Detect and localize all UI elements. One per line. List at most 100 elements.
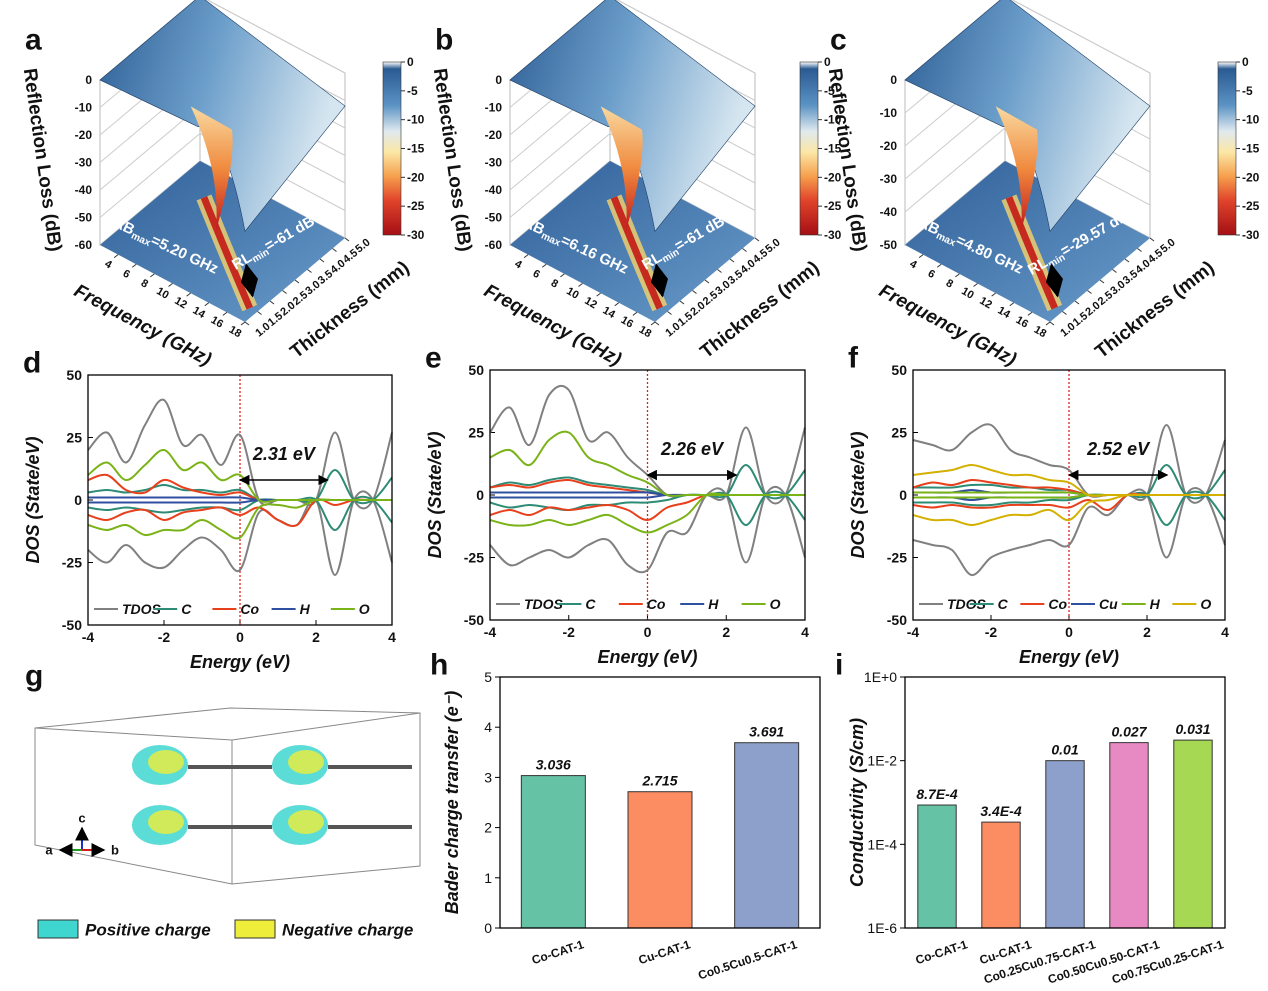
dos-line <box>489 492 805 534</box>
z-axis-title: Reflection Loss (dB) <box>429 67 476 253</box>
x-tick <box>1045 321 1051 326</box>
dos-line <box>489 490 806 527</box>
y-tick-label: 50 <box>468 362 484 378</box>
x-tick-label: 12 <box>977 295 994 312</box>
panel-letter: f <box>848 342 859 375</box>
x-tick <box>578 283 583 287</box>
y-tick-label: 1E-2 <box>867 753 897 769</box>
legend-label: TDOS <box>524 596 564 612</box>
panel-letter: e <box>425 342 442 375</box>
y-tick <box>654 321 660 326</box>
z-tick-label: -30 <box>75 156 93 170</box>
legend-swatch <box>37 919 79 939</box>
y-tick-label: 0 <box>74 492 82 508</box>
y-tick <box>717 269 722 273</box>
z-tick-label: -30 <box>485 156 503 170</box>
x-tick <box>632 311 638 316</box>
x-tick-label: Co0.75Cu0.25-CAT-1 <box>1110 937 1225 986</box>
panel-letter: g <box>25 660 43 693</box>
value-label: 0.027 <box>1111 724 1147 740</box>
y-axis-title: Thickness (mm) <box>287 257 414 363</box>
colorbar-tick-label: -15 <box>407 142 425 156</box>
x-tick-label: 14 <box>190 304 207 321</box>
x-tick-label: 4 <box>907 258 919 272</box>
z-tick-label: 0 <box>890 73 897 87</box>
x-tick <box>918 254 924 259</box>
legend-label: Positive charge <box>85 921 211 940</box>
plot-frame <box>489 369 806 621</box>
x-tick <box>222 311 228 316</box>
y-tick-label: 0 <box>899 487 907 503</box>
x-tick <box>560 273 565 278</box>
x-tick-label: Cu-CAT-1 <box>637 937 693 967</box>
y-tick <box>294 279 300 284</box>
x-tick-label: 18 <box>637 324 654 341</box>
z-tick-label: -10 <box>485 101 503 115</box>
y-tick <box>1124 258 1130 263</box>
dos-line <box>912 490 1226 527</box>
charge-blob <box>288 750 324 774</box>
x-axis-title: Energy (eV) <box>597 647 697 667</box>
x-tick-label: 16 <box>209 314 226 331</box>
y-tick <box>729 258 735 263</box>
x-tick-label: 10 <box>959 285 976 302</box>
z-tick-label: -40 <box>75 183 93 197</box>
x-tick-label: 2 <box>1143 624 1151 640</box>
y-tick-label: 1E+0 <box>864 669 897 685</box>
colorbar-tick-label: -10 <box>407 113 425 127</box>
y-axis-title: Thickness (mm) <box>697 257 824 363</box>
x-tick-label: 2 <box>722 624 730 640</box>
z-tick-label: -50 <box>880 238 898 252</box>
y-tick <box>319 258 325 263</box>
bar <box>981 821 1021 929</box>
z-tick-label: 0 <box>495 73 502 87</box>
y-tick-label: 2 <box>484 820 492 836</box>
x-tick-label: -2 <box>563 624 576 640</box>
dos-line <box>489 485 806 574</box>
x-tick-label: 0 <box>644 624 652 640</box>
colorbar-tick-label: -20 <box>407 170 425 184</box>
legend-label: Co <box>1048 596 1067 612</box>
gap-label: 2.31 eV <box>252 444 317 464</box>
legend-label: Negative charge <box>282 921 413 940</box>
x-tick <box>991 292 996 297</box>
y-tick <box>332 248 337 252</box>
y-tick-label: 25 <box>66 430 82 446</box>
colorbar-tick-label: -5 <box>1242 84 1253 98</box>
x-tick <box>113 254 119 259</box>
x-tick-label: 16 <box>1014 314 1031 331</box>
x-tick-label: 18 <box>227 324 244 341</box>
x-tick-label: -4 <box>82 629 95 645</box>
x-tick-label: 4 <box>801 624 809 640</box>
plot-frame <box>912 369 1226 621</box>
y-tick-label: 5 <box>484 669 492 685</box>
y-tick-label: -25 <box>887 550 907 566</box>
colorbar-tick-label: -25 <box>824 199 842 213</box>
panel-letter: i <box>835 649 843 682</box>
value-label: 3.036 <box>536 757 571 773</box>
dos-line <box>87 498 392 528</box>
funnel <box>995 106 1038 232</box>
x-tick <box>240 321 246 326</box>
x-axis-title: Energy (eV) <box>190 652 290 672</box>
x-tick-label: Co-CAT-1 <box>914 937 970 967</box>
x-tick <box>936 263 942 268</box>
bar <box>734 742 800 929</box>
y-tick-label: -50 <box>887 612 907 628</box>
bar <box>627 791 693 929</box>
y-axis-title: Bader charge transfer (e⁻) <box>442 691 462 915</box>
value-label: 2.715 <box>641 773 677 789</box>
dos-line <box>87 468 393 505</box>
x-tick-label: 0 <box>1065 624 1073 640</box>
y-tick <box>1049 321 1055 326</box>
axis-name: a <box>45 843 53 858</box>
z-tick-label: -40 <box>880 205 898 219</box>
colorbar-tick-label: -30 <box>1242 228 1260 242</box>
y-tick-label: -50 <box>62 617 82 633</box>
y-tick-label: 25 <box>891 425 907 441</box>
x-tick <box>523 254 529 259</box>
bar <box>917 804 957 929</box>
x-tick-label: 18 <box>1032 324 1049 341</box>
bar <box>1173 739 1213 929</box>
